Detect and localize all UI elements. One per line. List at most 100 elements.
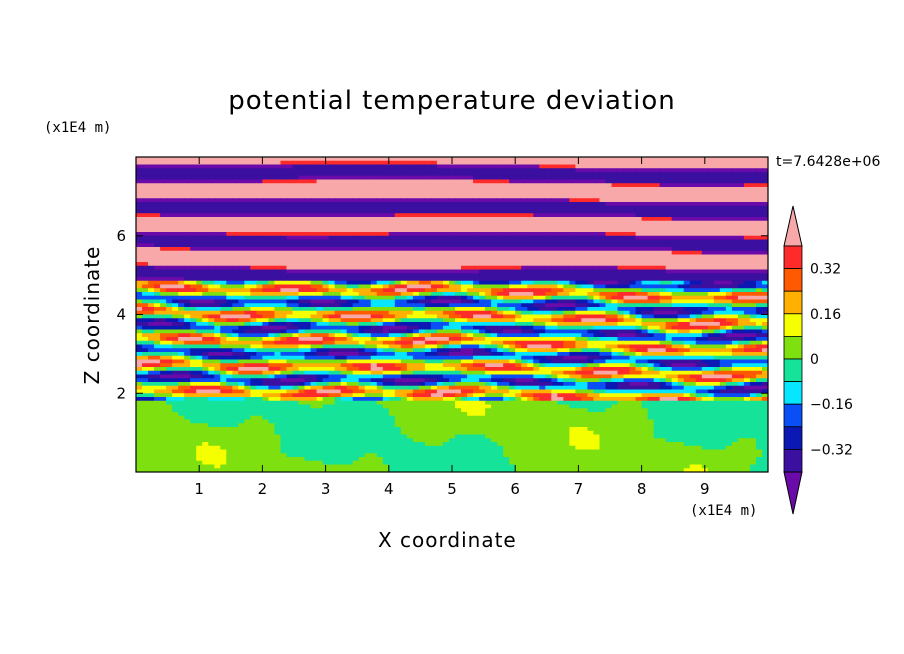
heatmap-cell [340,333,348,338]
heatmap-cell [527,280,534,286]
heatmap-cell [394,172,402,177]
heatmap-cell [455,220,462,226]
heatmap-cell [358,284,366,289]
heatmap-cell [569,265,576,271]
heatmap-cell [424,284,432,289]
heatmap-cell [575,265,583,271]
heatmap-cell [515,213,522,218]
heatmap-cell [701,202,709,207]
heatmap-cell [557,190,564,196]
heatmap-cell [527,194,534,199]
heatmap-cell [376,168,384,173]
heatmap-cell [677,310,685,316]
heatmap-cell [148,303,155,308]
heatmap-cell [256,269,263,274]
heatmap-cell [388,217,396,222]
heatmap-cell [430,205,438,211]
heatmap-cell [569,299,576,304]
heatmap-cell [617,299,625,304]
heatmap-cell [479,235,486,241]
heatmap-cell [575,224,583,229]
heatmap-cell [491,179,498,184]
heatmap-cell [473,217,480,222]
heatmap-cell [635,228,643,233]
heatmap-cell [467,172,474,177]
heatmap-cell [148,157,155,162]
heatmap-cell [310,198,318,203]
heatmap-cell [286,160,294,166]
heatmap-cell [358,187,366,192]
heatmap-cell [442,277,450,282]
heatmap-cell [412,329,420,334]
heatmap-cell [701,168,709,173]
heatmap-cell [388,247,396,252]
heatmap-cell [461,250,468,256]
heatmap-cell [352,325,360,331]
heatmap-cell [599,325,607,331]
heatmap-cell [665,228,673,233]
heatmap-cell [232,265,239,271]
heatmap-cell [142,239,149,244]
heatmap-cell [262,284,270,289]
heatmap-cell [575,213,583,218]
heatmap-cell [461,160,468,166]
heatmap-cell [719,322,727,327]
heatmap-cell [268,160,276,166]
heatmap-cell [190,265,197,271]
heatmap-cell [737,322,745,327]
heatmap-cell [292,164,300,169]
heatmap-cell [160,160,167,166]
heatmap-cell [539,224,546,229]
heatmap-cell [527,172,534,177]
heatmap-cell [214,205,221,211]
heatmap-cell [545,160,552,166]
heatmap-cell [394,299,402,304]
heatmap-cell [515,183,522,188]
heatmap-cell [761,284,768,289]
heatmap-cell [551,307,558,312]
heatmap-cell [166,284,173,289]
heatmap-cell [755,292,763,297]
heatmap-cell [202,280,209,286]
heatmap-cell [292,179,300,184]
heatmap-cell [761,262,768,267]
heatmap-cell [743,258,751,263]
heatmap-cell [599,209,607,214]
heatmap-cell [292,217,300,222]
heatmap-cell [304,164,312,169]
heatmap-cell [617,202,625,207]
heatmap-cell [196,209,203,214]
heatmap-cell [394,314,402,319]
heatmap-cell [743,250,751,256]
heatmap-cell [467,187,474,192]
heatmap-cell [214,254,221,259]
heatmap-cell [400,325,408,331]
heatmap-cell [509,329,516,334]
heatmap-cell [485,164,492,169]
heatmap-cell [737,280,745,286]
heatmap-cell [406,333,414,338]
heatmap-cell [244,292,251,297]
heatmap-cell [731,209,739,214]
heatmap-cell [557,273,564,278]
heatmap-cell [539,194,546,199]
heatmap-cell [605,179,613,184]
heatmap-cell [539,202,546,207]
heatmap-cell [653,292,661,297]
heatmap-cell [749,157,757,162]
heatmap-cell [551,183,558,188]
heatmap-cell [755,187,763,192]
heatmap-cell [665,220,673,226]
heatmap-cell [220,307,227,312]
heatmap-cell [178,333,185,338]
heatmap-cell [641,243,649,248]
heatmap-cell [256,217,263,222]
heatmap-cell [292,202,300,207]
heatmap-cell [208,217,215,222]
heatmap-cell [695,284,703,289]
heatmap-cell [569,224,576,229]
heatmap-cell [214,183,221,188]
heatmap-cell [268,202,276,207]
heatmap-cell [689,314,697,319]
heatmap-cell [467,232,474,237]
